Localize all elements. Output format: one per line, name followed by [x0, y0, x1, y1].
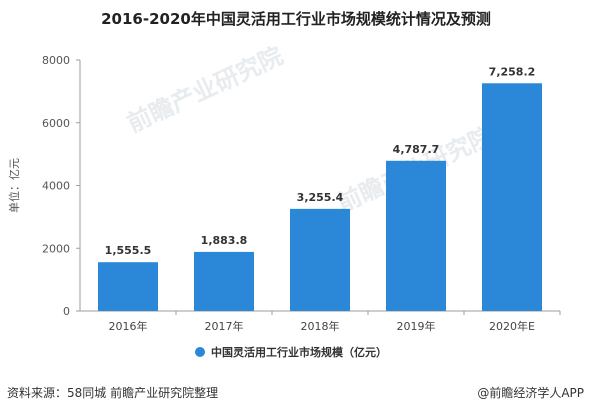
- data-label: 4,787.7: [393, 143, 440, 156]
- y-tick-label: 2000: [42, 242, 70, 255]
- bar: [290, 208, 350, 311]
- y-tick-label: 0: [63, 305, 70, 318]
- bar: [194, 251, 254, 311]
- y-axis-label: 单位：亿元: [7, 158, 21, 213]
- data-label: 3,255.4: [297, 191, 344, 204]
- x-tick-label: 2020年E: [489, 319, 535, 333]
- y-tick-label: 4000: [42, 180, 70, 193]
- bar: [386, 160, 446, 311]
- footer-brand: @前瞻经济学人APP: [477, 386, 584, 400]
- x-tick-label: 2016年: [109, 319, 148, 333]
- chart-title: 2016-2020年中国灵活用工行业市场规模统计情况及预测: [101, 10, 491, 28]
- legend-marker: [195, 347, 205, 357]
- data-label: 1,555.5: [105, 244, 152, 257]
- data-label: 1,883.8: [201, 234, 248, 247]
- x-tick-label: 2019年: [397, 319, 436, 333]
- data-label: 7,258.2: [489, 65, 536, 78]
- y-tick-label: 6000: [42, 117, 70, 130]
- x-tick-label: 2017年: [205, 319, 244, 333]
- x-tick-label: 2018年: [301, 319, 340, 333]
- footer-source: 资料来源：58同城 前瞻产业研究院整理: [7, 386, 219, 400]
- y-tick-label: 8000: [42, 54, 70, 67]
- bar: [98, 262, 158, 311]
- legend-label: 中国灵活用工行业市场规模（亿元）: [211, 345, 387, 359]
- bar: [482, 83, 542, 311]
